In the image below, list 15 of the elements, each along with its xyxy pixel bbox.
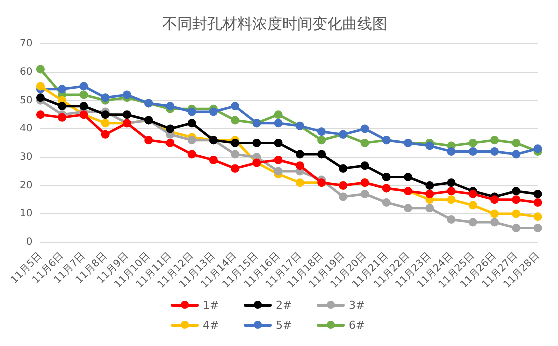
y-tick-label: 10: [20, 208, 33, 220]
legend-label: 5#: [276, 318, 292, 332]
y-tick-label: 50: [20, 95, 33, 106]
legend-label: 4#: [203, 318, 220, 332]
legend-label: 3#: [349, 298, 366, 312]
legend-label: 2#: [276, 298, 292, 312]
y-tick-label: 0: [26, 236, 33, 248]
y-tick-label: 60: [20, 66, 33, 78]
y-tick-label: 70: [20, 38, 33, 50]
y-tick-label: 40: [20, 124, 33, 135]
y-tick-label: 20: [20, 180, 33, 192]
y-tick-label: 30: [20, 152, 33, 163]
legend-label: 1#: [203, 298, 220, 312]
legend-label: 6#: [349, 318, 366, 332]
chart-title: 不同封孔材料浓度时间变化曲线图: [162, 14, 388, 33]
